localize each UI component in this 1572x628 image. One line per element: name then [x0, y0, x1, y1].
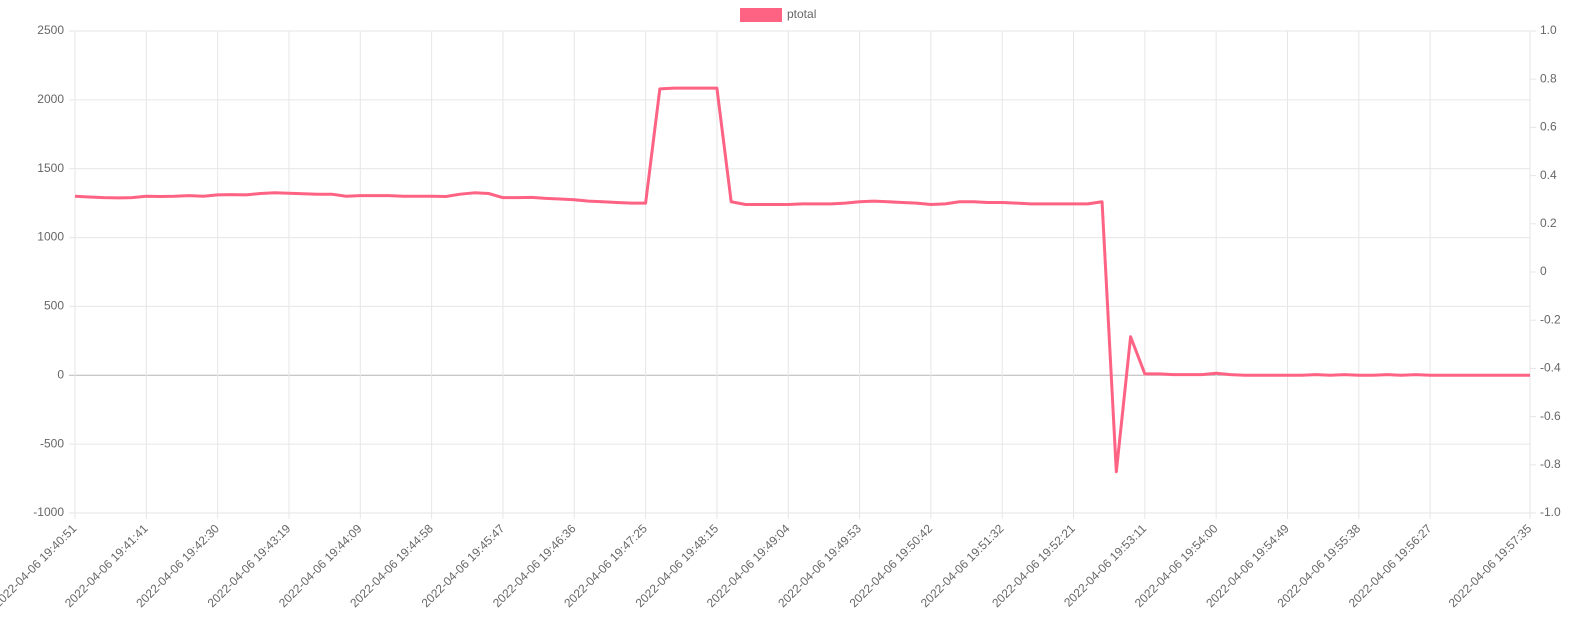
x-tick-label: 2022-04-06 19:57:35	[1446, 521, 1535, 610]
line-series	[74, 86, 1530, 474]
y2-tick-label: 0.6	[1540, 120, 1557, 134]
y-tick-label: 0	[57, 367, 64, 381]
y-tick-label: 1000	[37, 230, 64, 244]
legend-swatch	[740, 8, 782, 22]
y-tick-label: -1000	[33, 505, 64, 519]
y-tick-label: -500	[40, 436, 64, 450]
y2-tick-label: 0.2	[1540, 216, 1557, 230]
y2-tick-label: -0.8	[1540, 457, 1561, 471]
y2-tick-label: -1.0	[1540, 505, 1561, 519]
y2-tick-label: -0.2	[1540, 312, 1561, 326]
y-tick-label: 1500	[37, 161, 64, 175]
y2-tick-label: 1.0	[1540, 23, 1557, 37]
y-tick-label: 2000	[37, 92, 64, 106]
y2-tick-label: -0.6	[1540, 409, 1561, 423]
y-tick-label: 2500	[37, 23, 64, 37]
y2-tick-label: 0	[1540, 264, 1547, 278]
legend-label: ptotal	[787, 7, 816, 21]
y2-tick-label: -0.4	[1540, 361, 1561, 375]
y2-tick-label: 0.8	[1540, 71, 1557, 85]
y-tick-label: 500	[44, 299, 64, 313]
y2-tick-label: 0.4	[1540, 168, 1557, 182]
